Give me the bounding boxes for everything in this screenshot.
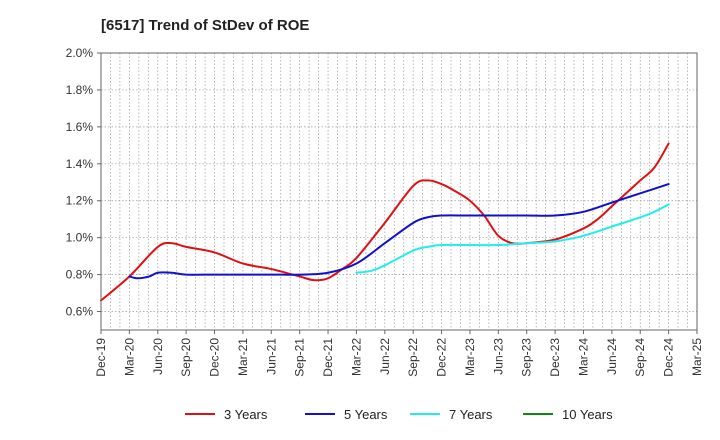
plot-background <box>101 53 697 330</box>
x-tick-label: Dec-23 <box>548 338 562 377</box>
x-tick-label: Sep-23 <box>520 338 534 377</box>
x-tick-label: Jun-21 <box>264 338 278 375</box>
legend-item-3: 10 Years <box>523 407 613 422</box>
x-tick-label: Dec-24 <box>662 338 676 377</box>
x-tick-label: Dec-20 <box>208 338 222 377</box>
y-tick-label: 1.0% <box>66 231 94 245</box>
legend-item-0: 3 Years <box>185 407 268 422</box>
y-tick-label: 1.4% <box>66 157 94 171</box>
legend: 3 Years 5 Years 7 Years 10 Years <box>185 407 613 422</box>
axes <box>100 52 698 331</box>
x-tick-label: Sep-22 <box>406 338 420 377</box>
series-line-1 <box>128 183 670 280</box>
x-tick-label: Mar-21 <box>236 338 250 376</box>
x-tick-label: Dec-19 <box>94 338 108 377</box>
x-tick-label: Mar-22 <box>349 338 363 376</box>
series-line-0 <box>100 142 670 302</box>
legend-label: 3 Years <box>224 407 268 422</box>
x-tick-label: Sep-20 <box>179 338 193 377</box>
legend-label: 7 Years <box>449 407 493 422</box>
x-tick-label: Mar-25 <box>690 338 704 376</box>
legend-label: 10 Years <box>562 407 613 422</box>
grid-lines <box>101 52 697 330</box>
x-tick-label: Jun-24 <box>605 338 619 375</box>
x-tick-label: Sep-24 <box>633 338 647 377</box>
x-tick-label: Mar-24 <box>576 338 590 376</box>
x-tick-label: Jun-20 <box>151 338 165 375</box>
series-layer <box>100 142 670 302</box>
y-tick-label: 1.2% <box>66 194 94 208</box>
legend-label: 5 Years <box>344 407 388 422</box>
chart-title: [6517] Trend of StDev of ROE <box>101 17 309 34</box>
y-tick-label: 0.8% <box>66 268 94 282</box>
x-tick-label: Jun-23 <box>491 338 505 375</box>
x-tick-label: Sep-21 <box>293 338 307 377</box>
y-tick-label: 1.6% <box>66 120 94 134</box>
x-axis-ticks: Dec-19 Mar-20 Jun-20 Sep-20 Dec-20 Mar-21 Jun-… <box>94 330 704 377</box>
plot-frame <box>100 52 698 331</box>
y-tick-label: 2.0% <box>66 46 94 60</box>
y-axis-ticks: 0.6% 0.8% 1.0% 1.2% 1.4% 1.6% 1.8% 2.0% <box>66 46 101 319</box>
y-tick-label: 0.6% <box>66 305 94 319</box>
legend-item-1: 5 Years <box>305 407 388 422</box>
x-tick-label: Dec-22 <box>435 338 449 377</box>
legend-item-2: 7 Years <box>410 407 493 422</box>
x-tick-label: Jun-22 <box>378 338 392 375</box>
x-tick-label: Mar-20 <box>122 338 136 376</box>
x-tick-label: Mar-23 <box>463 338 477 376</box>
x-tick-label: Dec-21 <box>321 338 335 377</box>
series-line-2 <box>355 203 670 274</box>
plot-area <box>101 53 697 330</box>
y-tick-label: 1.8% <box>66 83 94 97</box>
